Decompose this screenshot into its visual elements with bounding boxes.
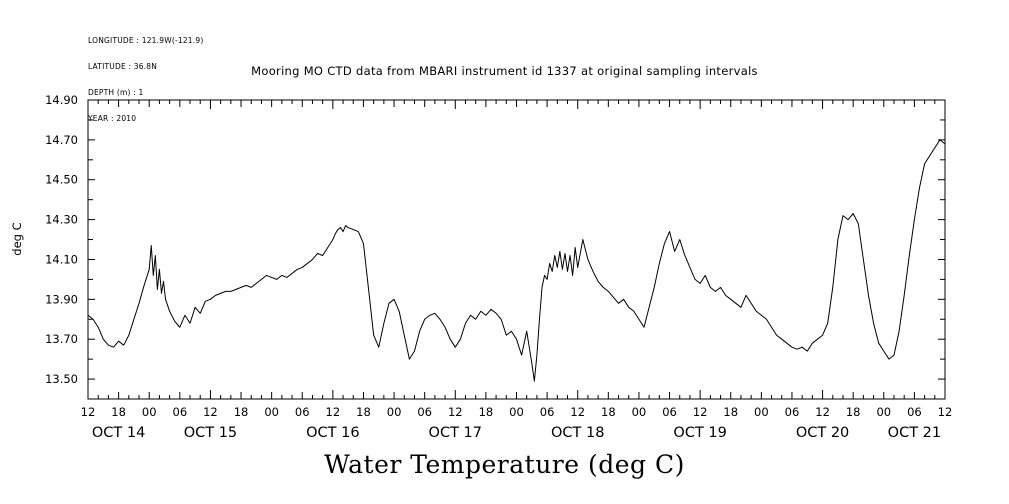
y-tick-label: 13.50 (45, 372, 78, 386)
metadata-latitude: LATITUDE : 36.8N (88, 61, 158, 71)
x-day-label: OCT 21 (888, 425, 941, 441)
x-day-label: OCT 15 (184, 425, 237, 441)
x-tick-label: 12 (938, 405, 953, 419)
x-tick-label: 06 (540, 405, 555, 419)
metadata-depth: DEPTH (m) : 1 (88, 87, 144, 97)
y-tick-label: 13.90 (45, 292, 78, 306)
x-tick-label: 18 (601, 405, 616, 419)
x-tick-label: 12 (203, 405, 218, 419)
x-tick-label: 00 (387, 405, 402, 419)
x-tick-label: 12 (326, 405, 341, 419)
x-tick-label: 06 (907, 405, 922, 419)
metadata-year: YEAR : 2010 (88, 113, 137, 123)
x-tick-label: 18 (723, 405, 738, 419)
x-tick-label: 06 (173, 405, 188, 419)
y-tick-label: 14.70 (45, 133, 78, 147)
x-tick-label: 00 (264, 405, 279, 419)
plot-frame (87, 99, 946, 400)
x-tick-label: 00 (509, 405, 524, 419)
x-tick-label: 00 (754, 405, 769, 419)
x-tick-label: 18 (234, 405, 249, 419)
x-day-label: OCT 14 (92, 425, 145, 441)
x-tick-label: 18 (356, 405, 371, 419)
x-day-label: OCT 20 (796, 425, 849, 441)
x-day-label: OCT 18 (551, 425, 604, 441)
bottom-title: Water Temperature (deg C) (324, 450, 685, 479)
x-tick-label: 00 (632, 405, 647, 419)
y-tick-label: 14.30 (45, 213, 78, 227)
x-day-label: OCT 16 (306, 425, 359, 441)
metadata-longitude: LONGITUDE : 121.9W(-121.9) (88, 36, 204, 46)
x-tick-label: 18 (479, 405, 494, 419)
y-tick-label: 14.10 (45, 252, 78, 266)
x-tick-label: 06 (785, 405, 800, 419)
x-tick-label: 12 (570, 405, 585, 419)
x-tick-label: 06 (295, 405, 310, 419)
y-tick-label: 13.70 (45, 332, 78, 346)
y-tick-label: 14.90 (45, 93, 78, 107)
metadata-block: LONGITUDE : 121.9W(-121.9) LATITUDE : 36… (88, 20, 203, 132)
x-tick-label: 18 (111, 405, 126, 419)
x-tick-label: 12 (693, 405, 708, 419)
x-tick-label: 12 (81, 405, 96, 419)
chart-title: Mooring MO CTD data from MBARI instrumen… (251, 64, 758, 78)
x-tick-label: 18 (846, 405, 861, 419)
x-tick-label: 00 (142, 405, 157, 419)
x-tick-label: 06 (417, 405, 432, 419)
x-tick-label: 00 (876, 405, 891, 419)
x-tick-label: 06 (662, 405, 677, 419)
x-tick-label: 12 (815, 405, 830, 419)
x-tick-label: 12 (448, 405, 463, 419)
x-day-label: OCT 17 (429, 425, 482, 441)
data-line-water-temperature (87, 139, 946, 382)
y-tick-label: 14.50 (45, 173, 78, 187)
x-day-label: OCT 19 (673, 425, 726, 441)
